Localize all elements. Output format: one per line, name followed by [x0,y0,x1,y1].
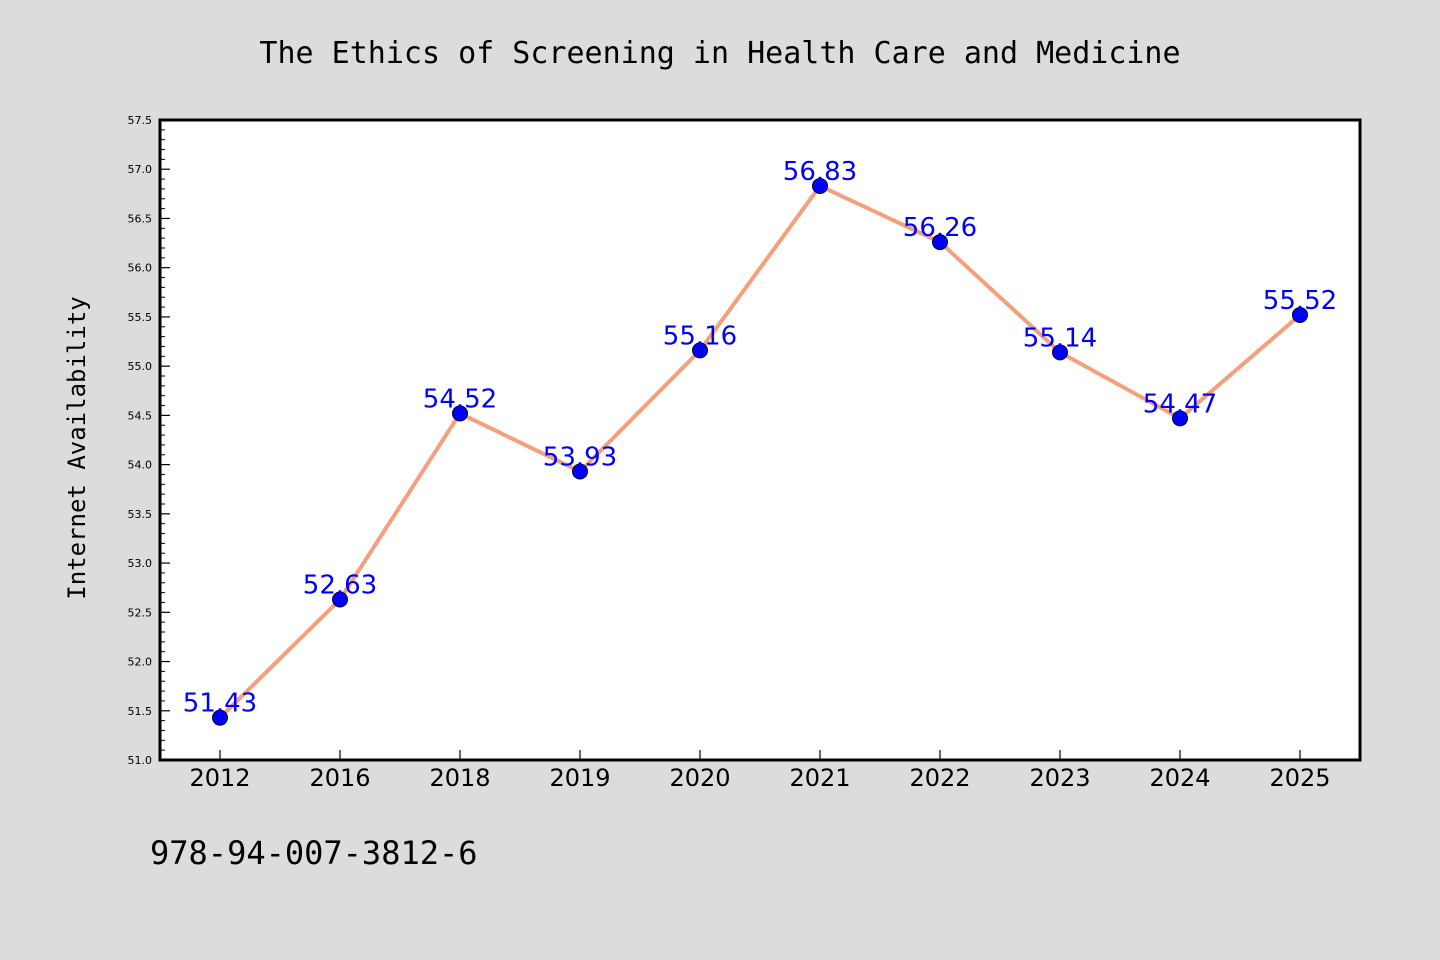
data-label: 55.52 [1263,286,1337,316]
footer-isbn: 978-94-007-3812-6 [150,834,478,872]
data-point [932,234,948,251]
data-point [1292,306,1308,323]
y-tick-label: 53.5 [128,508,153,521]
series-line [218,183,1302,720]
x-axis-ticks: 2012 2016 2018 2019 2020 2021 2022 2023 2024 2025 [189,750,1331,792]
x-tick-label: 2025 [1269,764,1330,792]
y-tick-label: 52.0 [128,656,153,669]
y-axis-label: Internet Availability [63,296,91,599]
data-point [692,342,708,359]
x-tick-label: 2012 [189,764,250,792]
y-tick-label: 51.5 [128,705,153,718]
data-label: 54.52 [423,384,497,414]
data-point [452,405,468,422]
y-tick-label: 54.0 [128,459,153,472]
data-label: 52.63 [303,571,377,601]
y-tick-label: 52.5 [128,606,153,619]
data-label: 51.43 [183,689,257,719]
data-point [332,591,348,608]
x-tick-label: 2016 [309,764,370,792]
y-tick-label: 57.0 [128,163,153,176]
y-tick-label: 51.0 [128,754,153,767]
data-markers [212,177,1308,726]
data-label: 54.47 [1143,389,1217,419]
y-tick-label: 54.5 [128,409,153,422]
y-tick-label: 53.0 [128,557,153,570]
x-tick-label: 2020 [669,764,730,792]
y-tick-label: 57.5 [128,114,153,127]
data-point [212,709,228,726]
y-axis-ticks: 51.0 51.5 52.0 52.5 53.0 53.5 54.0 54.5 55.0 55.5… [128,114,170,767]
data-point [812,177,828,194]
data-label: 56.83 [783,157,857,187]
y-tick-label: 55.0 [128,360,153,373]
plot-area [158,118,1362,762]
data-label: 56.26 [903,213,977,243]
data-label: 53.93 [543,443,617,473]
y-tick-label: 55.5 [128,311,153,324]
y-tick-label: 56.5 [128,212,153,225]
data-labels: 51.43 52.63 54.52 53.93 55.16 56.83 56.26 55.14… [183,157,1337,719]
data-point [1052,344,1068,361]
x-tick-label: 2021 [789,764,850,792]
data-point [1172,410,1188,427]
data-label: 55.16 [663,321,737,351]
x-tick-label: 2019 [549,764,610,792]
data-label: 55.14 [1023,323,1097,353]
x-tick-label: 2022 [909,764,970,792]
x-tick-label: 2023 [1029,764,1090,792]
y-tick-label: 56.0 [128,262,153,275]
chart-title: The Ethics of Screening in Health Care a… [259,36,1180,71]
data-point [572,463,588,480]
x-tick-label: 2018 [429,764,490,792]
x-tick-label: 2024 [1149,764,1210,792]
